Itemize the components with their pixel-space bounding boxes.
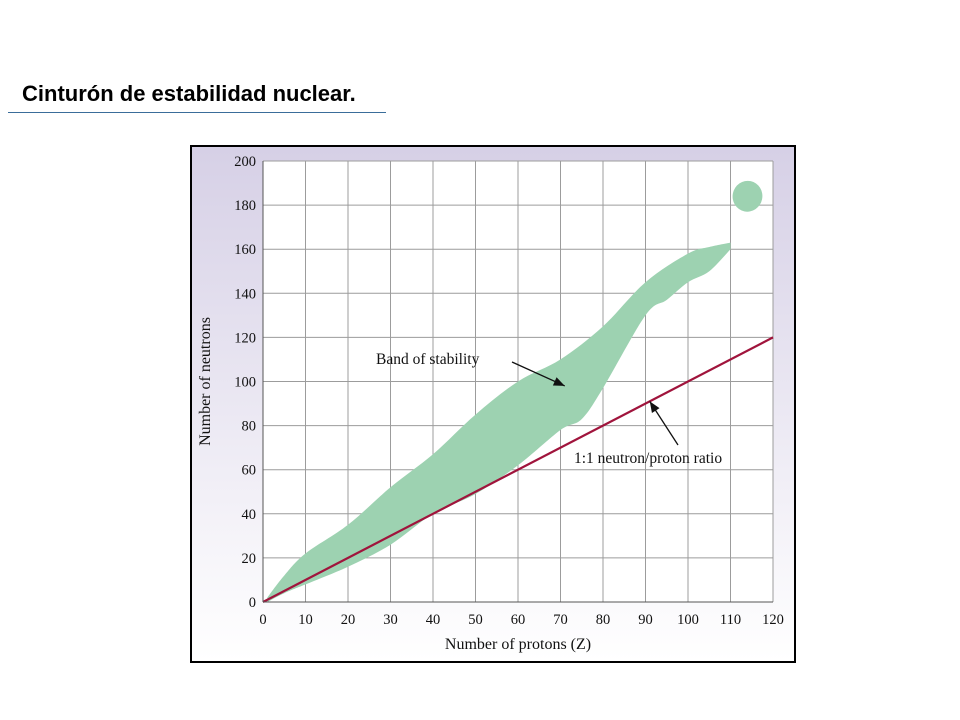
y-tick-label: 0 [249,595,256,611]
y-tick-label: 140 [234,286,256,302]
x-tick-label: 50 [468,612,483,628]
annotation-arrows [511,361,679,446]
band-layer [267,180,763,602]
band-of-stability [267,242,731,602]
y-tick-label: 160 [234,242,256,258]
x-tick-label: 60 [511,612,526,628]
x-tick-label: 0 [259,612,266,628]
band-arrow [511,361,566,387]
y-tick-label: 180 [234,198,256,214]
x-tick-label: 100 [677,612,699,628]
band-arrow-head [552,377,565,386]
y-tick-label: 40 [242,507,257,523]
x-tick-label: 110 [720,612,741,628]
x-tick-label: 90 [638,612,653,628]
y-tick-label: 120 [234,330,256,346]
stability-island [732,180,763,212]
chart-frame: 0 10 20 30 40 50 60 70 80 90 100 110 120 0 20 40 60 80 100… [190,145,796,663]
x-tick-label: 20 [341,612,356,628]
x-tick-label: 10 [298,612,313,628]
y-axis-label: Number of neutrons [197,317,214,446]
neutron-proton-ratio-label: 1:1 neutron/proton ratio [574,450,722,467]
x-tick-label: 70 [553,612,568,628]
nuclear-stability-chart: 0 10 20 30 40 50 60 70 80 90 100 110 120 0 20 40 60 80 100… [192,147,794,661]
slide-title: Cinturón de estabilidad nuclear. [22,81,356,106]
y-tick-label: 20 [242,551,257,567]
x-tick-label: 40 [426,612,441,628]
y-tick-label: 100 [234,375,256,391]
y-tick-label: 80 [242,419,257,435]
ratio-arrow [649,400,679,446]
line-layer [262,161,774,603]
x-axis-label: Number of protons (Z) [445,636,591,653]
ratio-arrow-head [649,401,660,414]
tick-labels: 0 10 20 30 40 50 60 70 80 90 100 110 120 0 20 40 60 80 100… [234,154,784,628]
title-underline [8,112,386,113]
y-tick-label: 200 [234,154,256,170]
y-tick-label: 60 [242,463,257,479]
x-tick-label: 120 [762,612,784,628]
series-line-ratio [262,336,774,603]
x-tick-label: 80 [596,612,611,628]
x-tick-label: 30 [383,612,398,628]
band-of-stability-label: Band of stability [376,351,480,368]
